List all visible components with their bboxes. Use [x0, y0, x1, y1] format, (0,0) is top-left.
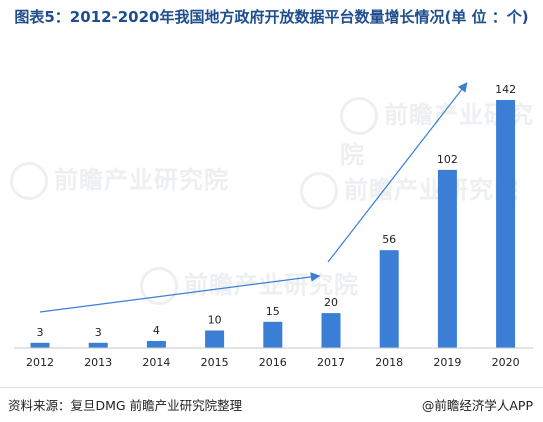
x-tick-label-2015: 2015: [201, 356, 229, 369]
footer-divider: [0, 387, 543, 388]
data-label-2020: 142: [495, 83, 516, 96]
data-label-2018: 56: [382, 233, 396, 246]
x-tick-label-2019: 2019: [433, 356, 461, 369]
trend-arrow-2: [327, 82, 468, 263]
footer: 资料来源：复旦DMG 前瞻产业研究院整理 @前瞻经济学人APP: [0, 392, 543, 414]
data-label-2012: 3: [37, 326, 44, 339]
x-tick-label-2016: 2016: [259, 356, 287, 369]
x-tick-label-2014: 2014: [142, 356, 170, 369]
bar-2012: [30, 342, 50, 348]
bar-2020: [496, 100, 516, 348]
bar-chart: 3 3 4 10 15 20 56 102 142 2012 2013 2014 2015 2016 20…: [14, 82, 533, 369]
data-label-2019: 102: [437, 153, 458, 166]
x-tick-label-2020: 2020: [492, 356, 520, 369]
bar-2017: [321, 313, 341, 348]
bar-2019: [437, 169, 457, 348]
bar-2016: [263, 321, 283, 348]
data-label-2017: 20: [324, 296, 338, 309]
x-tick-label-2013: 2013: [84, 356, 112, 369]
bar-2018: [379, 250, 399, 348]
x-tick-label-2017: 2017: [317, 356, 345, 369]
data-label-2014: 4: [153, 324, 160, 337]
trend-arrow-1: [39, 272, 321, 313]
data-label-2015: 10: [208, 314, 222, 327]
bar-2015: [205, 330, 225, 348]
bar-2013: [88, 342, 108, 348]
source-note: 资料来源：复旦DMG 前瞻产业研究院整理: [8, 398, 243, 413]
x-tick-label-2018: 2018: [375, 356, 403, 369]
bar-2014: [146, 341, 166, 348]
chart-title: 图表5：2012-2020年我国地方政府开放数据平台数量增长情况(单 位 ：个): [14, 8, 529, 26]
x-tick-label-2012: 2012: [26, 356, 54, 369]
data-label-2013: 3: [95, 326, 102, 339]
data-label-2016: 15: [266, 305, 280, 318]
brand-note: @前瞻经济学人APP: [421, 398, 533, 413]
